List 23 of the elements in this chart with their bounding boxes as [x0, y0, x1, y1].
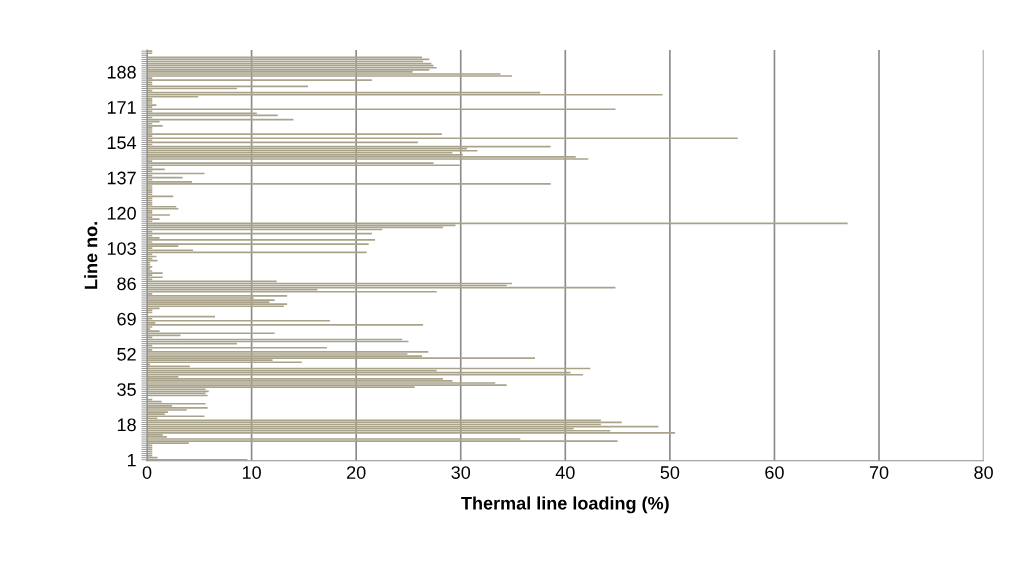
y-tick-label: 52 [117, 347, 136, 361]
x-tick-label: 0 [142, 466, 152, 479]
y-tick-label: 171 [107, 101, 136, 114]
x-axis-title: Thermal line loading (%) [461, 496, 669, 514]
y-tick-label: 1 [127, 453, 136, 467]
x-tick-label: 50 [660, 466, 680, 479]
x-tick-label: 20 [347, 466, 366, 479]
y-tick-label: 154 [107, 136, 137, 150]
y-tick-label: 86 [117, 277, 136, 291]
y-tick-label: 35 [117, 383, 136, 396]
x-tick-label: 40 [555, 466, 575, 479]
x-tick-label: 70 [869, 466, 889, 479]
y-axis-title: Line no. [84, 222, 98, 289]
x-tick-label: 30 [451, 466, 471, 479]
y-tick-label: 120 [107, 206, 136, 220]
y-tick-label: 18 [117, 418, 136, 432]
y-tick-label: 188 [107, 65, 136, 79]
y-tick-label: 137 [107, 171, 136, 185]
x-tick-label: 60 [765, 466, 784, 479]
x-tick-label: 80 [974, 466, 993, 479]
y-tick-label: 103 [107, 242, 136, 255]
y-tick-label: 69 [117, 312, 136, 326]
x-tick-label: 10 [242, 466, 261, 479]
